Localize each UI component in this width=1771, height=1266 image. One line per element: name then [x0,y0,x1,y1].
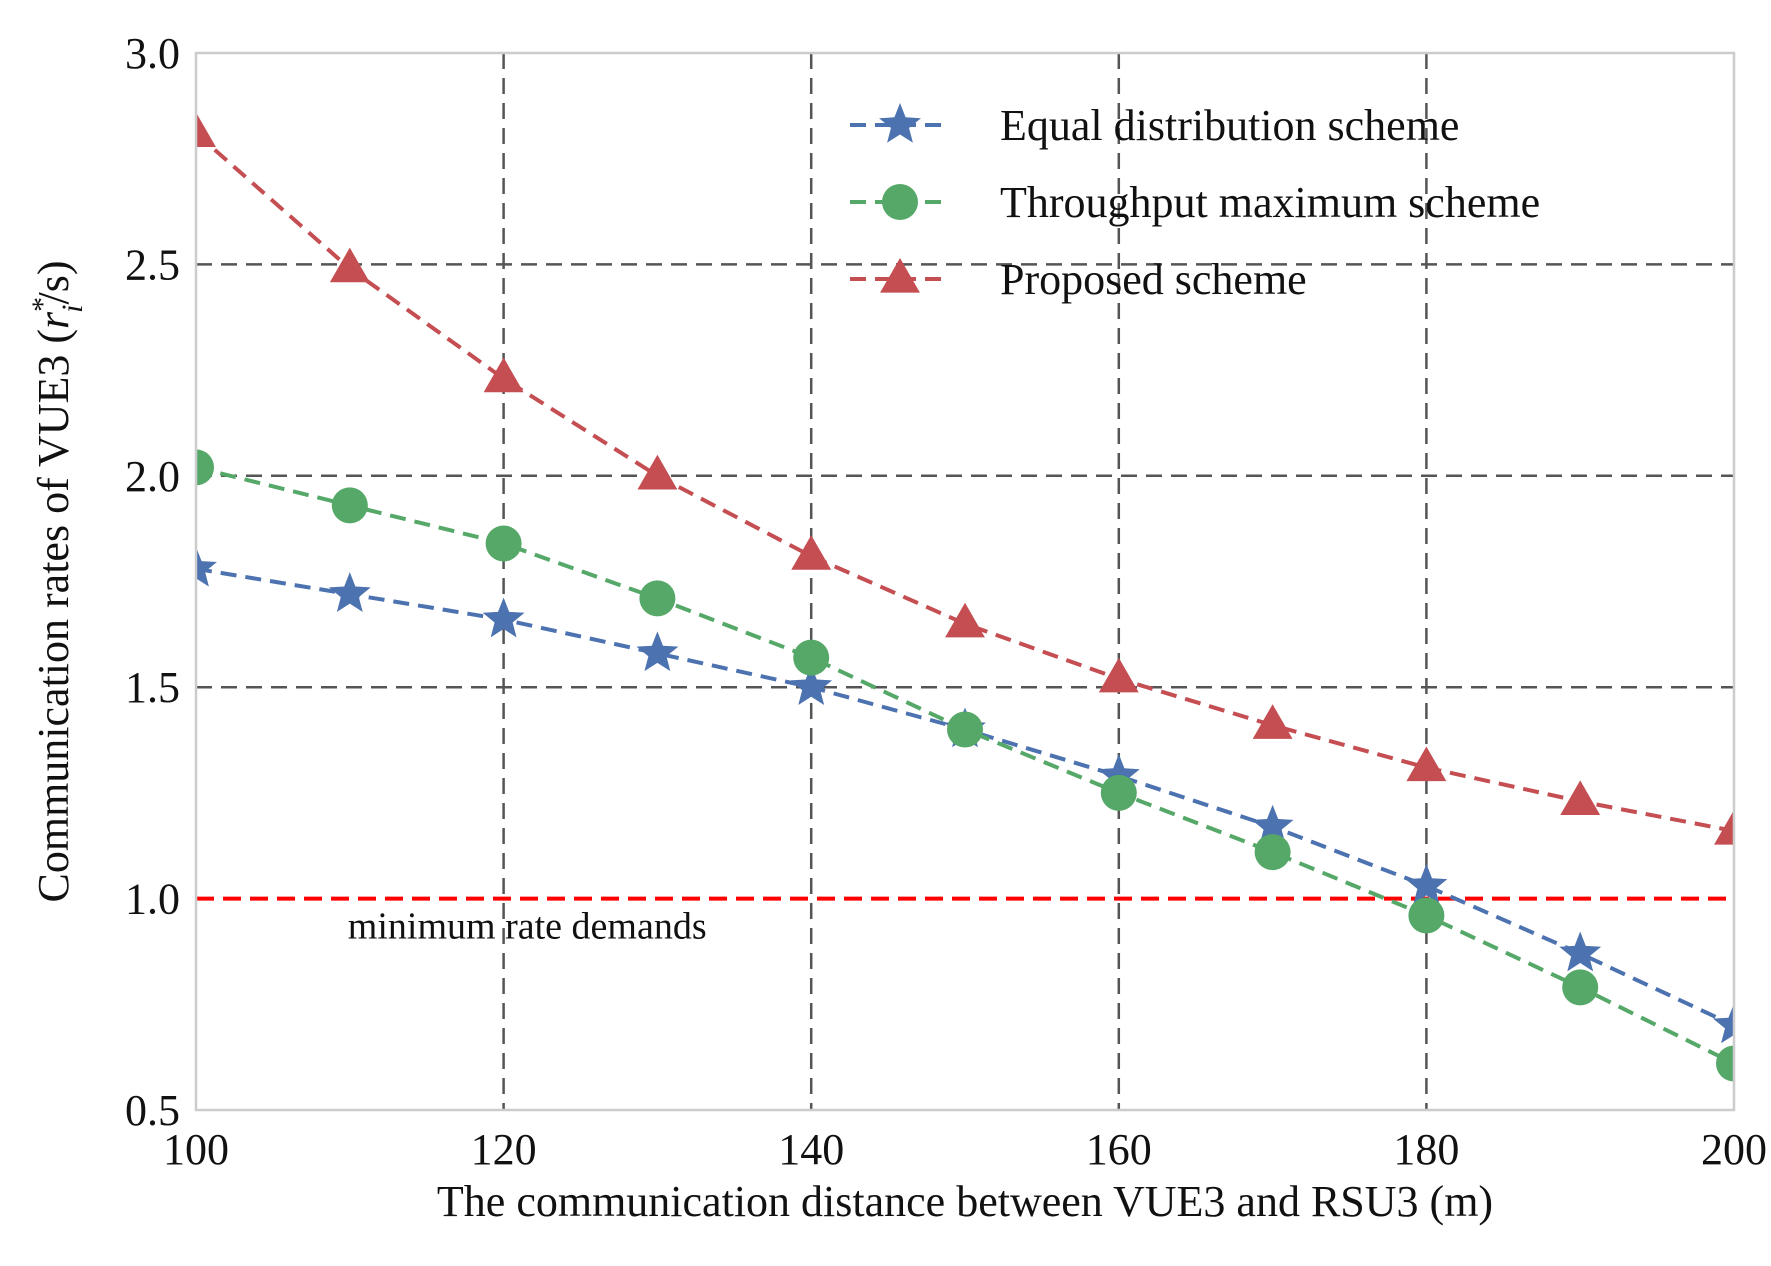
legend-item-proposed-scheme-swatch-marker [880,258,920,293]
legend-item-throughput-maximum-scheme-label: Throughput maximum scheme [1000,178,1540,227]
series-throughput-maximum-scheme-point [947,711,983,748]
series-proposed-scheme-point [1098,657,1139,693]
series-throughput-maximum-scheme [196,449,1734,1082]
y-axis-label-prefix: Communication rates of VUE3 ( [29,329,78,903]
legend-item-equal-distribution-scheme-swatch-marker [879,103,921,143]
series-equal-distribution-scheme-point [1713,1003,1734,1044]
series-throughput-maximum-scheme-point [1408,897,1445,934]
x-axis-label: The communication distance between VUE3 … [437,1177,1493,1226]
tick-labels: 100 120 140 160 180 200 0.5 1.0 1.5 2.0 2.5 3.0 [125,29,1767,1174]
y-tick-label: 2.0 [125,452,180,501]
plot-frame [194,51,1736,1112]
reference-line-label: minimum rate demands [348,906,707,948]
legend-item-throughput-maximum-scheme: Throughput maximum scheme [850,178,1540,227]
legend: Equal distribution scheme Throughput maxi… [850,101,1540,304]
series-throughput-maximum-scheme-point [793,639,830,676]
x-tick-label: 140 [778,1125,844,1174]
legend-item-equal-distribution-scheme: Equal distribution scheme [850,101,1459,150]
y-axis-label-sub: i [56,305,89,313]
y-axis-label-sup: * [26,297,59,312]
series-proposed-scheme-point [637,454,678,490]
series-proposed-scheme-point [1406,746,1447,782]
y-tick-label: 1.0 [125,875,180,924]
y-axis-label-suffix: /s) [29,261,78,305]
series-equal-distribution-scheme-point [1251,804,1294,845]
series-proposed-scheme-point [329,247,370,283]
series-group [196,112,1734,1082]
series-proposed-scheme-point [1560,780,1601,816]
y-axis-label: Communication rates of VUE3 (r*i/s) [26,261,89,903]
y-tick-label: 0.5 [125,1086,180,1135]
series-throughput-maximum-scheme-point [639,580,676,617]
series-equal-distribution-scheme-point [482,597,525,638]
series-equal-distribution-scheme-point [636,631,679,672]
series-proposed-scheme-point [1252,704,1293,739]
legend-item-throughput-maximum-scheme-swatch-marker [882,184,918,220]
series-proposed-scheme-point [945,602,985,638]
series-proposed-scheme-point [196,112,216,147]
series-equal-distribution-scheme-point [1559,931,1602,972]
series-throughput-maximum-scheme-point [331,487,368,524]
x-tick-label: 180 [1393,1125,1459,1174]
series-equal-distribution-scheme-point [328,572,371,612]
y-tick-label: 3.0 [125,29,180,78]
series-proposed-scheme-point [483,357,524,393]
y-axis-label-var: r [29,311,78,329]
x-tick-label: 100 [163,1125,229,1174]
legend-item-proposed-scheme-label: Proposed scheme [1000,255,1307,304]
series-throughput-maximum-scheme-point [1716,1045,1734,1082]
series-equal-distribution-scheme-point [1405,863,1448,904]
series-throughput-maximum-scheme-point [1100,774,1137,811]
legend-item-equal-distribution-scheme-label: Equal distribution scheme [1000,101,1459,150]
legend-item-proposed-scheme: Proposed scheme [850,255,1307,304]
y-tick-label: 2.5 [125,240,180,289]
series-throughput-maximum-scheme-point [1562,969,1599,1006]
series-equal-distribution-scheme-point [1097,753,1140,794]
x-tick-label: 120 [471,1125,537,1174]
series-throughput-maximum-scheme-point [1254,834,1291,871]
series-throughput-maximum-scheme-point [196,449,214,486]
y-tick-label: 1.5 [125,663,180,712]
series-equal-distribution-scheme-point [196,546,217,587]
series-throughput-maximum-scheme-point [485,525,522,562]
x-tick-label: 160 [1086,1125,1152,1174]
series-proposed-scheme-line [196,131,1734,833]
x-tick-label: 200 [1701,1125,1767,1174]
series-proposed-scheme-point [791,535,832,570]
series-equal-distribution-scheme-point [790,665,833,705]
grid [196,53,1734,1110]
series-proposed-scheme [196,112,1734,845]
series-proposed-scheme-point [1714,809,1734,845]
